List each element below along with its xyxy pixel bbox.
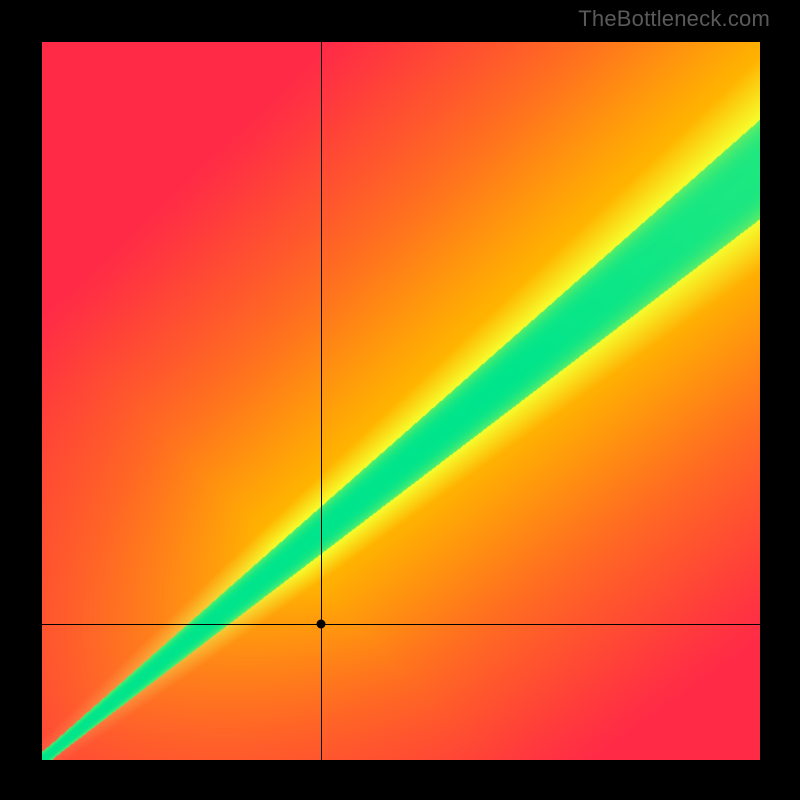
crosshair-horizontal: [42, 624, 760, 625]
watermark-text: TheBottleneck.com: [578, 6, 770, 32]
marker-point: [316, 619, 325, 628]
heatmap-canvas: [42, 42, 760, 760]
heatmap-plot: [42, 42, 760, 760]
crosshair-vertical: [321, 42, 322, 760]
